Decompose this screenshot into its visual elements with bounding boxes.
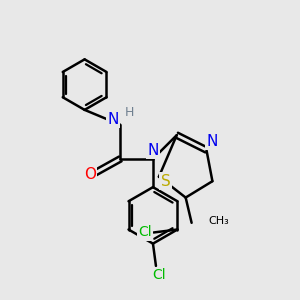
- Text: S: S: [160, 174, 170, 189]
- Text: O: O: [84, 167, 96, 182]
- Text: N: N: [206, 134, 218, 149]
- Text: N: N: [147, 143, 159, 158]
- Text: CH₃: CH₃: [208, 216, 229, 226]
- Text: Cl: Cl: [152, 268, 166, 282]
- Text: Cl: Cl: [138, 226, 152, 239]
- Text: N: N: [107, 112, 118, 127]
- Text: H: H: [125, 106, 134, 119]
